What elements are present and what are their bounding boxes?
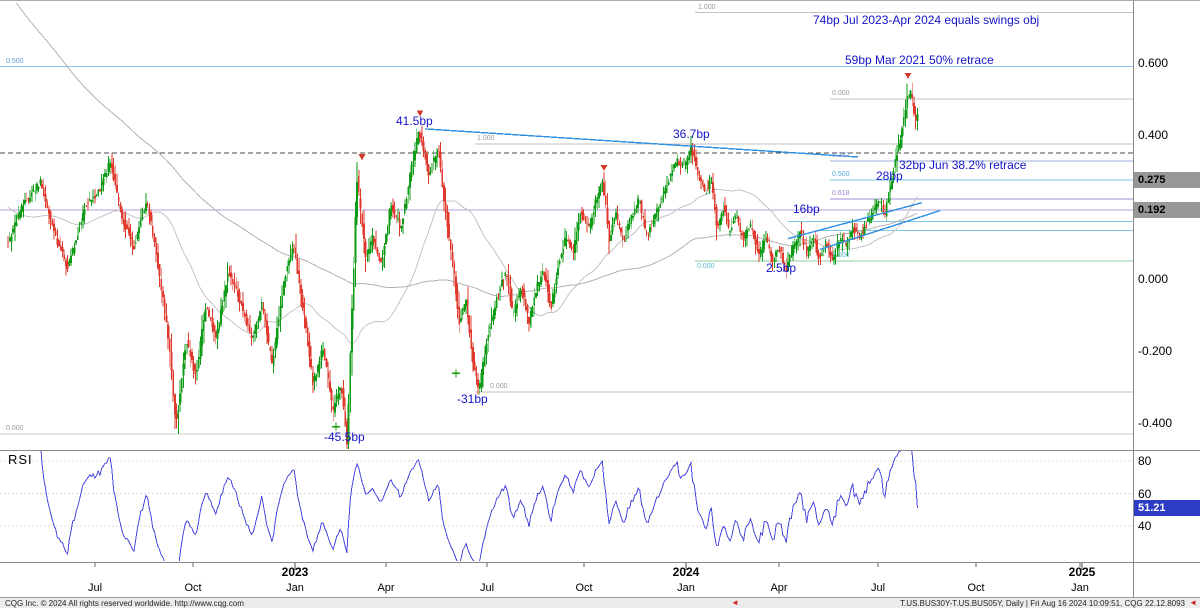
chart-annotation[interactable]: -31bp [457,392,488,406]
rsi-study-label: RSI [8,452,33,467]
time-axis-year-label: 2023 [281,565,309,579]
trend-line[interactable] [424,128,859,158]
time-axis-month-label: Jan [286,582,304,594]
trend-line[interactable] [787,202,923,240]
price-axis: 0.600 0.400 0.000 -0.200 -0.400 0.275 0.192 80 6… [1134,1,1200,597]
rsi-panel[interactable] [0,431,1133,578]
buy-marker-icon [332,422,340,431]
time-axis-month-label: Jul [870,582,886,594]
price-axis-tick: -0.400 [1138,416,1173,430]
time-axis-month-label: Jul [479,582,495,594]
price-level-badge[interactable]: 0.192 [1134,201,1200,218]
time-axis-month-label: Apr [770,582,788,594]
time-axis-month-label: Jul [87,582,103,594]
copyright-text: CQG Inc. © 2024 All rights reserved worl… [5,599,244,608]
time-axis-month-label: Oct [184,582,202,594]
sell-marker-icon [904,72,912,79]
rsi-axis-tick: 60 [1138,486,1152,501]
chart-annotation[interactable]: 74bp Jul 2023-Apr 2024 equals swings obj [813,13,1040,27]
time-axis: Jul Oct Jan Apr Jul Oct Jan Apr Jul Oct Jan 2023 202… [0,562,1133,597]
price-axis-tick: 0.400 [1138,128,1169,142]
time-axis-month-label: Apr [377,582,395,594]
chart-annotation[interactable]: 28bp [876,169,903,183]
rsi-axis-tick: 80 [1138,454,1152,468]
chart-annotation[interactable]: 59bp Mar 2021 50% retrace [845,53,994,67]
chart-annotation[interactable]: 32bp Jun 38.2% retrace [899,158,1027,172]
symbol-info-text: T.US.BUS30Y-T.US.BUS05Y, Daily | Fri Aug… [900,599,1185,608]
scroll-left-icon[interactable]: ◄ [731,598,739,607]
price-axis-tick: 0.000 [1138,272,1169,286]
price-axis-separator [1133,1,1134,597]
price-axis-tick: -0.200 [1138,344,1173,358]
sell-marker-icon [416,110,424,117]
price-axis-tick: 0.600 [1138,56,1169,70]
panel-separator[interactable] [0,450,1200,451]
status-bar: CQG Inc. © 2024 All rights reserved worl… [0,597,1200,608]
time-axis-separator [0,562,1200,563]
time-axis-year-label: 2024 [672,565,700,579]
chart-annotation[interactable]: -45.5bp [324,430,365,444]
rsi-line[interactable] [32,431,918,578]
chart-annotation[interactable]: 36.7bp [673,127,710,141]
rsi-axis-tick: 40 [1138,519,1152,533]
sell-marker-icon [358,154,366,161]
chart-canvas[interactable] [0,1,1133,597]
time-axis-month-label: Jan [677,582,695,594]
buy-marker-icon [452,369,460,378]
jump-to-end-icon[interactable]: ◄ [1189,598,1197,607]
chart-annotation[interactable]: 16bp [793,202,820,216]
price-panel[interactable] [0,1,1133,467]
sell-marker-icon [600,165,608,171]
trend-line[interactable] [819,209,941,251]
rsi-value-badge[interactable]: 51.21 [1134,499,1200,516]
chart-annotation[interactable]: 41.5bp [396,114,433,128]
time-axis-month-label: Oct [967,582,985,594]
moving-average-line[interactable] [7,188,918,345]
chart-annotation[interactable]: 2.5bp [766,261,797,275]
price-level-badge[interactable]: 0.275 [1134,172,1200,188]
time-axis-month-label: Jan [1071,582,1089,594]
time-axis-year-label: 2025 [1068,565,1096,579]
time-axis-month-label: Oct [575,582,593,594]
